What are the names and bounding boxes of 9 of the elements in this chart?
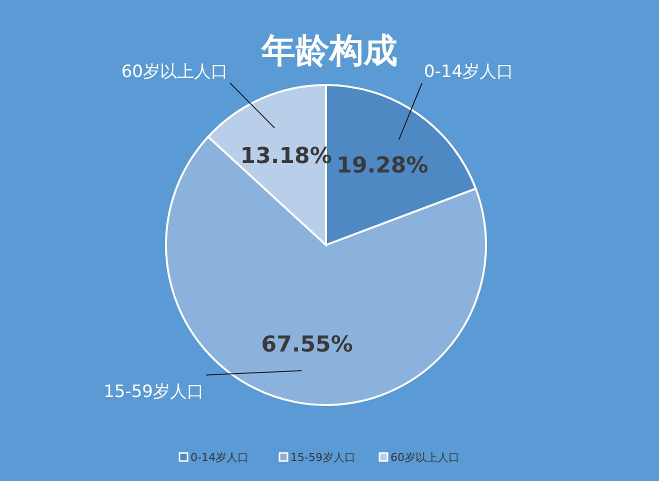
chart-title: 年龄构成 [260,31,398,71]
slice-label: 15-59岁人口 [104,382,204,402]
data-label: 67.55% [261,332,353,358]
legend-label: 15-59岁人口 [290,451,356,464]
legend-label: 60岁以上人口 [390,451,460,464]
slice-label: 60岁以上人口 [121,62,228,82]
data-label: 19.28% [336,153,428,178]
legend-label: 0-14岁人口 [190,451,248,464]
slice-label: 0-14岁人口 [424,62,514,82]
